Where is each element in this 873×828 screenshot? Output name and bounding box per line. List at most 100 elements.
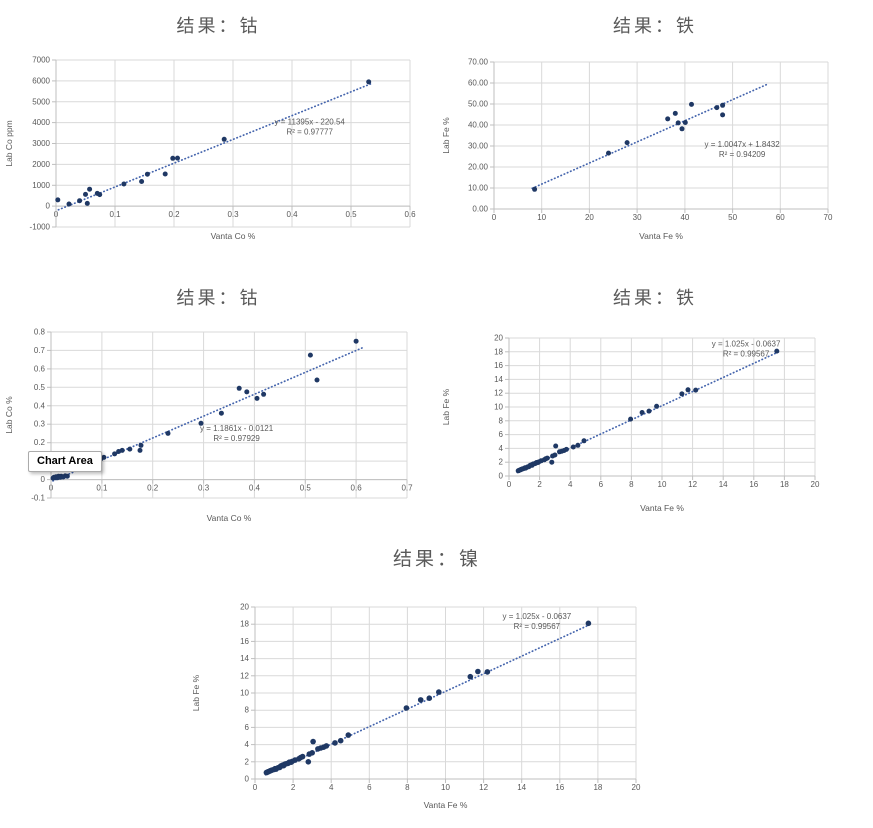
chart-block-iron-high: 结果：铁 0.00 10.00 20.00 30.00 40.00 50.00 60.00 7… [437,0,873,252]
y-axis-title: Lab Co ppm [4,120,14,166]
nickel-scatter-plot[interactable]: 0 2 4 6 8 10 12 14 16 18 20 0 2 4 6 8 10 12 14 16 18 20 y = 1.… [187,581,687,821]
data-point[interactable] [570,444,576,450]
data-point[interactable] [97,192,103,198]
data-point[interactable] [353,338,359,344]
data-point[interactable] [221,136,227,142]
data-point[interactable] [672,110,678,116]
data-point[interactable] [532,186,538,192]
trendline[interactable] [531,82,770,190]
data-point[interactable] [549,459,555,465]
data-point[interactable] [693,387,699,393]
data-point[interactable] [138,442,144,448]
data-point[interactable] [332,740,338,746]
data-point[interactable] [119,447,125,453]
r-squared-label: R² = 0.97929 [213,434,260,443]
data-point[interactable] [236,385,242,391]
data-point[interactable] [624,140,630,146]
data-point[interactable] [144,171,150,177]
data-point[interactable] [305,759,312,765]
data-point[interactable] [137,447,143,453]
trendline[interactable] [57,82,373,211]
data-point[interactable] [198,420,204,426]
data-point[interactable] [323,743,330,749]
x-tick-label: 0.2 [168,210,180,219]
cobalt-ppm-scatter-plot[interactable]: -10000100020003000400050006000700000.10.… [0,44,437,252]
data-point[interactable] [345,732,352,738]
data-point[interactable] [139,179,145,184]
data-point[interactable] [682,120,688,125]
data-point[interactable] [84,200,90,206]
data-point[interactable] [714,105,720,111]
r-squared-label: R² = 0.99567 [723,349,770,358]
data-point[interactable] [83,191,88,197]
data-point[interactable] [553,443,559,449]
data-point[interactable] [484,669,491,675]
data-point[interactable] [585,620,592,627]
data-point[interactable] [112,451,118,457]
data-point[interactable] [689,101,694,107]
data-point[interactable] [314,377,320,383]
data-point[interactable] [261,391,267,397]
x-tick-label: 10 [658,480,667,489]
data-point[interactable] [87,186,93,192]
data-point[interactable] [175,155,180,161]
data-point[interactable] [575,442,581,448]
data-point[interactable] [403,705,410,711]
data-point[interactable] [127,446,133,452]
data-point[interactable] [66,201,72,207]
data-point[interactable] [337,737,344,744]
data-point[interactable] [544,455,550,461]
data-point[interactable] [121,181,127,187]
data-point[interactable] [563,446,569,452]
data-point[interactable] [64,473,70,479]
x-tick-label: 30 [633,213,642,222]
data-point[interactable] [77,198,83,204]
data-point[interactable] [552,452,558,458]
r-squared-label: R² = 0.99567 [514,622,561,631]
data-point[interactable] [639,410,645,415]
data-point[interactable] [165,430,171,436]
data-point[interactable] [417,697,424,703]
data-point[interactable] [646,408,652,414]
data-point[interactable] [254,395,260,401]
data-point[interactable] [366,79,372,85]
data-point[interactable] [675,120,681,126]
data-point[interactable] [679,391,685,397]
data-point[interactable] [774,348,780,354]
data-point[interactable] [685,387,691,393]
data-point[interactable] [426,695,433,701]
data-point[interactable] [679,126,685,132]
data-point[interactable] [720,102,726,108]
iron-high-scatter-plot[interactable]: 0.00 10.00 20.00 30.00 40.00 50.00 60.00 70.00 0… [437,44,873,252]
x-tick-label: 8 [405,783,410,792]
data-point[interactable] [309,750,315,756]
data-point[interactable] [606,150,611,156]
cobalt-pct-scatter-plot[interactable]: -0.100.10.20.30.40.50.60.70.800.10.20.30… [0,316,437,534]
data-point[interactable] [628,416,634,422]
iron-low-scatter-plot[interactable]: 0 2 4 6 8 10 12 14 16 18 20 0 2 4 6 8 10 12 14 16 18 20 y = 1.… [437,316,873,524]
data-point[interactable] [299,753,306,760]
data-point[interactable] [170,155,176,161]
y-tick-label: 20.00 [468,163,489,172]
x-tick-label: 0.7 [401,484,413,493]
data-point[interactable] [310,738,316,745]
data-point[interactable] [244,389,250,395]
data-point[interactable] [720,112,726,118]
data-point[interactable] [162,171,168,177]
y-tick-label: 12 [494,389,503,398]
data-point[interactable] [436,689,442,695]
x-tick-label: 4 [568,480,573,489]
y-axis-title: Lab Co % [4,396,14,434]
data-point[interactable] [467,673,474,680]
data-point[interactable] [218,410,224,416]
x-tick-label: 16 [749,480,758,489]
data-point[interactable] [307,352,313,358]
data-point[interactable] [475,668,481,675]
data-point[interactable] [581,438,587,444]
data-point[interactable] [665,116,671,122]
data-point[interactable] [101,454,107,460]
equation-label: y = 1.025x - 0.0637 [503,612,572,621]
data-point[interactable] [55,197,61,203]
data-point[interactable] [654,403,660,409]
x-tick-label: 0 [492,213,497,222]
